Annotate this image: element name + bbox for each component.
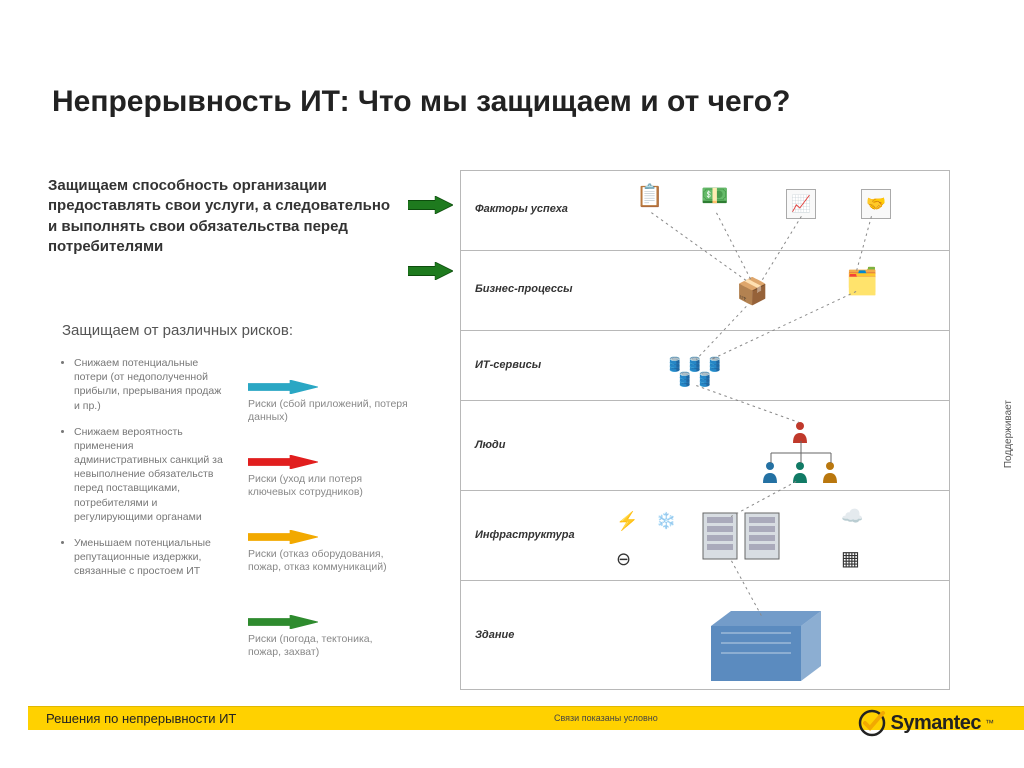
row-label: Люди xyxy=(475,439,505,451)
building-icon xyxy=(711,611,821,691)
footer-main: Решения по непрерывности ИТ xyxy=(46,711,236,726)
diagram-icon: ☁️ xyxy=(841,506,863,527)
diagram-icon: 📦 xyxy=(736,276,768,307)
diagram-row: Здание xyxy=(461,581,949,691)
diagram-icon: 💵 xyxy=(701,183,728,209)
risk-arrow-icon xyxy=(248,455,318,469)
diagram-icon: ⚡ xyxy=(616,511,638,532)
row-label: Здание xyxy=(475,629,514,641)
server-icon xyxy=(701,511,739,566)
diagram-row: ИТ-сервисы xyxy=(461,331,949,401)
green-arrow-icon xyxy=(408,196,453,214)
layer-diagram: Факторы успеха Бизнес-процессы ИТ-сервисы Л… xyxy=(460,170,950,690)
green-arrow-icon xyxy=(408,262,453,280)
bullet-item: Снижаем вероятность применения администр… xyxy=(74,425,225,524)
risk-label: Риски (отказ оборудования, пожар, отказ … xyxy=(248,548,408,574)
logo-check-icon xyxy=(857,708,887,738)
brand-tm: ™ xyxy=(985,718,994,728)
slide-title: Непрерывность ИТ: Что мы защищаем и от ч… xyxy=(52,85,790,119)
bullet-item: Снижаем потенциальные потери (от недопол… xyxy=(74,356,225,413)
risk-arrow-icon xyxy=(248,615,318,629)
diagram-icon: ⊖ xyxy=(616,549,631,570)
risk-arrow-icon xyxy=(248,530,318,544)
row-label: Факторы успеха xyxy=(475,203,568,215)
row-label: Инфраструктура xyxy=(475,529,575,541)
bullet-item: Уменьшаем потенциальные репутационные из… xyxy=(74,536,225,579)
diagram-icon: ❄️ xyxy=(656,511,676,531)
diagram-icon: 🛢️ xyxy=(676,371,693,388)
diagram-icon: ▦ xyxy=(841,546,860,571)
row-label: Бизнес-процессы xyxy=(475,283,573,295)
risk-label: Риски (погода, тектоника, пожар, захват) xyxy=(248,633,408,659)
risk-arrow-icon xyxy=(248,380,318,394)
row-label: ИТ-сервисы xyxy=(475,359,541,371)
footer-note: Связи показаны условно xyxy=(554,713,658,723)
subheading: Защищаем от различных рисков: xyxy=(62,322,293,339)
intro-text: Защищаем способность организации предост… xyxy=(48,176,398,257)
diagram-row: Люди xyxy=(461,401,949,491)
brand-logo: Symantec™ xyxy=(857,708,995,738)
brand-name: Symantec xyxy=(891,712,982,735)
risk-label: Риски (сбой приложений, потеря данных) xyxy=(248,398,408,424)
diagram-icon: 📈 xyxy=(786,189,816,219)
side-label: Поддерживает xyxy=(1003,400,1014,468)
server-icon xyxy=(743,511,781,566)
diagram-icon: 🤝 xyxy=(861,189,891,219)
risk-label: Риски (уход или потеря ключевых сотрудни… xyxy=(248,473,408,499)
bullet-list: Снижаем потенциальные потери (от недопол… xyxy=(60,356,225,590)
diagram-icon: 📋 xyxy=(636,183,663,209)
